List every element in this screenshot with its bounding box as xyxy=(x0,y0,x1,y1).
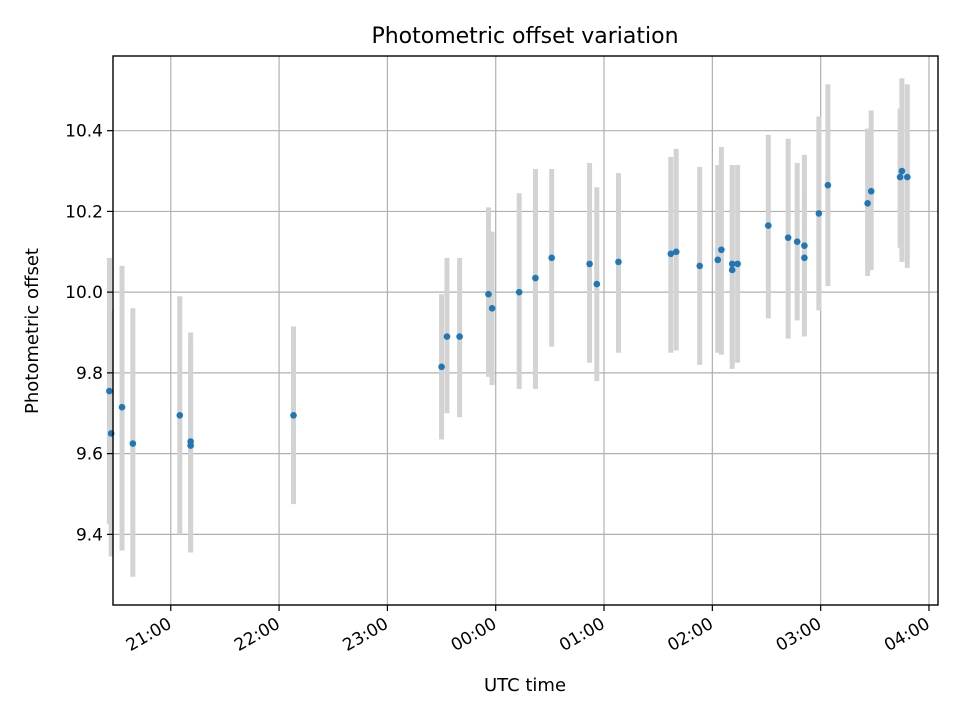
x-tick-label: 00:00 xyxy=(448,614,500,656)
x-tick-label: 23:00 xyxy=(339,614,391,656)
grid-layer xyxy=(113,56,938,605)
data-point xyxy=(696,262,704,270)
y-tick-label: 9.8 xyxy=(76,364,103,384)
data-point xyxy=(290,411,297,419)
data-point xyxy=(793,238,801,245)
data-point xyxy=(667,250,675,258)
x-tick-label: 04:00 xyxy=(881,614,933,656)
data-point xyxy=(864,200,871,207)
data-point xyxy=(106,387,113,395)
x-tick-label: 22:00 xyxy=(231,614,283,656)
data-point xyxy=(728,260,736,268)
data-point xyxy=(672,248,680,256)
data-point xyxy=(898,167,906,175)
data-point xyxy=(586,260,593,268)
y-tick-label: 10.4 xyxy=(65,122,103,142)
data-point xyxy=(801,242,808,250)
data-point xyxy=(485,290,492,298)
data-point xyxy=(728,266,736,274)
chart-title: Photometric offset variation xyxy=(371,24,678,49)
data-point xyxy=(904,173,911,181)
data-point xyxy=(456,333,463,340)
errorbar-layer xyxy=(106,78,910,577)
x-tick-label: 03:00 xyxy=(773,614,825,656)
data-point xyxy=(187,438,194,445)
data-point xyxy=(532,274,539,282)
data-point xyxy=(815,210,823,217)
data-point xyxy=(801,254,808,262)
point-layer xyxy=(106,167,911,449)
data-point xyxy=(765,222,772,229)
plot-frame xyxy=(112,55,939,606)
data-point xyxy=(176,411,184,419)
data-point xyxy=(867,187,875,195)
data-point xyxy=(593,280,601,288)
x-tick-label: 02:00 xyxy=(664,614,716,656)
data-point xyxy=(438,363,445,371)
x-tick-label: 01:00 xyxy=(556,614,608,656)
data-point xyxy=(118,403,126,411)
x-axis-label: UTC time xyxy=(484,675,566,696)
x-tick-label: 21:00 xyxy=(123,614,175,656)
data-point xyxy=(784,234,792,241)
data-point xyxy=(824,181,832,189)
y-tick-label: 9.6 xyxy=(76,445,103,465)
data-point xyxy=(488,304,496,312)
data-point xyxy=(714,256,722,264)
y-tick-label: 10.0 xyxy=(65,283,103,303)
data-point xyxy=(615,258,622,266)
data-point xyxy=(443,333,451,340)
data-point xyxy=(515,288,523,296)
data-point xyxy=(548,254,555,262)
data-point xyxy=(896,173,904,181)
data-point xyxy=(129,440,137,447)
y-tick-label: 10.2 xyxy=(65,202,103,222)
y-axis-label: Photometric offset xyxy=(22,248,43,414)
y-tick-label: 9.4 xyxy=(76,525,103,545)
data-point xyxy=(734,260,741,268)
data-point xyxy=(718,246,725,254)
